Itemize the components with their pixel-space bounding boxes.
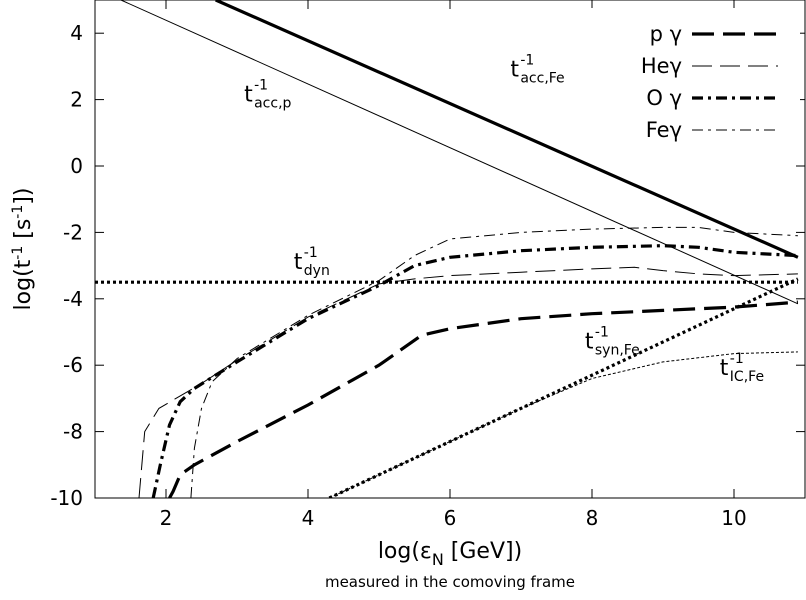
series-line [168,300,799,498]
x-tick-label: 4 [302,506,315,530]
legend: p γ Heγ O γ Feγ [575,8,800,142]
x-tick-label: 6 [444,506,457,530]
y-tick-label: -2 [63,220,83,244]
y-tick-label: -4 [63,287,83,311]
annotation-subscript: acc,Fe [520,70,564,86]
series-line [329,351,798,498]
curve-annotation: t [510,57,519,82]
series-line [119,0,799,305]
annotation-subscript: syn,Fe [595,343,640,359]
annotation-subscript: dyn [304,263,330,279]
annotation-superscript: -1 [254,77,268,93]
y-tick-label: -8 [63,420,83,444]
x-tick-label: 10 [721,506,746,530]
curve-annotation: t [585,330,594,355]
legend-label: p γ [650,22,682,46]
y-axis-title: log(t-1 [s-1]) [10,188,36,311]
y-tick-label: -6 [63,353,83,377]
annotation-superscript: -1 [520,52,534,68]
axes: 2 4 6 8 10 4 2 0 -2 -4 -6 -8 -10 [50,0,806,530]
curve-annotation: t [244,82,253,107]
annotation-superscript: -1 [595,325,609,341]
series-line [215,0,799,259]
series-line [138,266,798,498]
annotation-superscript: -1 [730,351,744,367]
x-tick-label: 2 [160,506,173,530]
annotation-superscript: -1 [304,245,318,261]
plot-area [95,0,799,498]
annotation-subscript: IC,Fe [730,369,764,385]
chart-caption: measured in the comoving frame [325,573,575,591]
series-line [190,226,798,498]
legend-label: Heγ [641,54,682,78]
y-tick-label: 0 [70,154,83,178]
curve-annotation: t [720,356,729,381]
legend-label: O γ [646,86,682,110]
annotation-subscript: acc,p [254,95,291,111]
y-tick-label: 4 [70,21,83,45]
y-tick-label: -10 [50,486,83,510]
legend-label: Feγ [646,118,682,142]
curve-annotation: t [294,250,303,275]
legend-background [575,8,800,142]
x-tick-label: 8 [586,506,599,530]
x-axis-title: log(εN [GeV]) [378,539,522,569]
y-tick-label: 2 [70,88,83,112]
